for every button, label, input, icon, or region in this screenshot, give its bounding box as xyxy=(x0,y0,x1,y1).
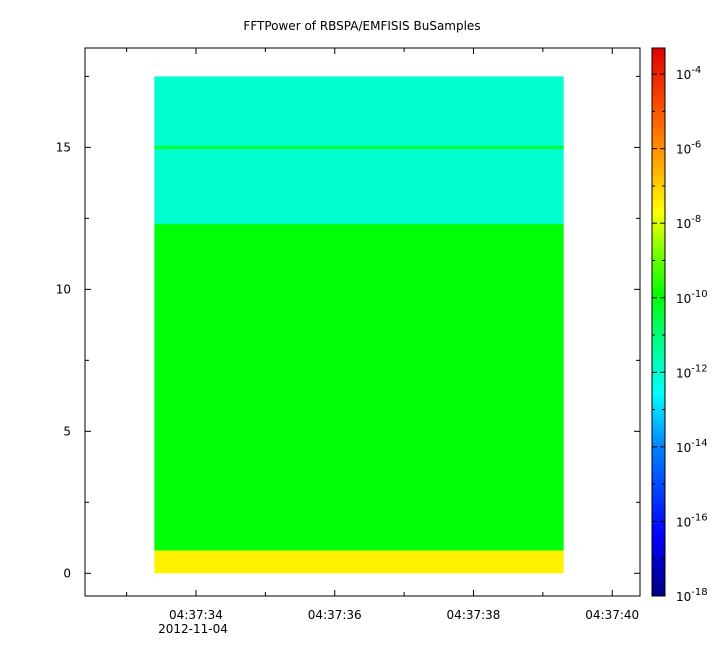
colorbar-tick-label: 10-16 xyxy=(676,512,708,529)
x-tick-label: 04:37:38 xyxy=(447,608,501,622)
colorbar-tick-label: 10-18 xyxy=(676,587,708,604)
heatmap-line xyxy=(154,145,564,149)
heatmap-layer xyxy=(154,76,564,574)
heatmap-band xyxy=(154,224,564,551)
y-tick-label: 15 xyxy=(56,140,71,154)
colorbar-tick-label: 10-6 xyxy=(676,140,701,157)
x-axis: 04:37:34 04:37:36 04:37:38 04:37:40 xyxy=(126,48,639,622)
y-axis: 0 5 10 15 xyxy=(56,75,640,580)
x-axis-date-label: 2012-11-04 xyxy=(158,622,228,636)
colorbar-tick-label: 10-12 xyxy=(676,363,708,380)
colorbar-tick-label: 10-4 xyxy=(676,65,701,82)
colorbar-axis: 10-4 10-6 10-8 10-10 10-12 10-14 10-16 10-18 xyxy=(652,65,708,604)
colorbar-tick-label: 10-10 xyxy=(676,289,708,306)
chart-title: FFTPower of RBSPA/EMFISIS BuSamples xyxy=(243,19,480,33)
x-tick-label: 04:37:36 xyxy=(308,608,362,622)
x-tick-label: 04:37:40 xyxy=(585,608,639,622)
y-tick-label: 0 xyxy=(63,566,71,580)
heatmap-band xyxy=(154,76,564,225)
colorbar-tick-label: 10-14 xyxy=(676,438,708,455)
heatmap-band xyxy=(154,550,564,574)
y-tick-label: 5 xyxy=(63,424,71,438)
colorbar xyxy=(651,47,666,597)
x-tick-label: 04:37:34 xyxy=(169,608,223,622)
y-tick-label: 10 xyxy=(56,282,71,296)
colorbar-tick-label: 10-8 xyxy=(676,214,701,231)
